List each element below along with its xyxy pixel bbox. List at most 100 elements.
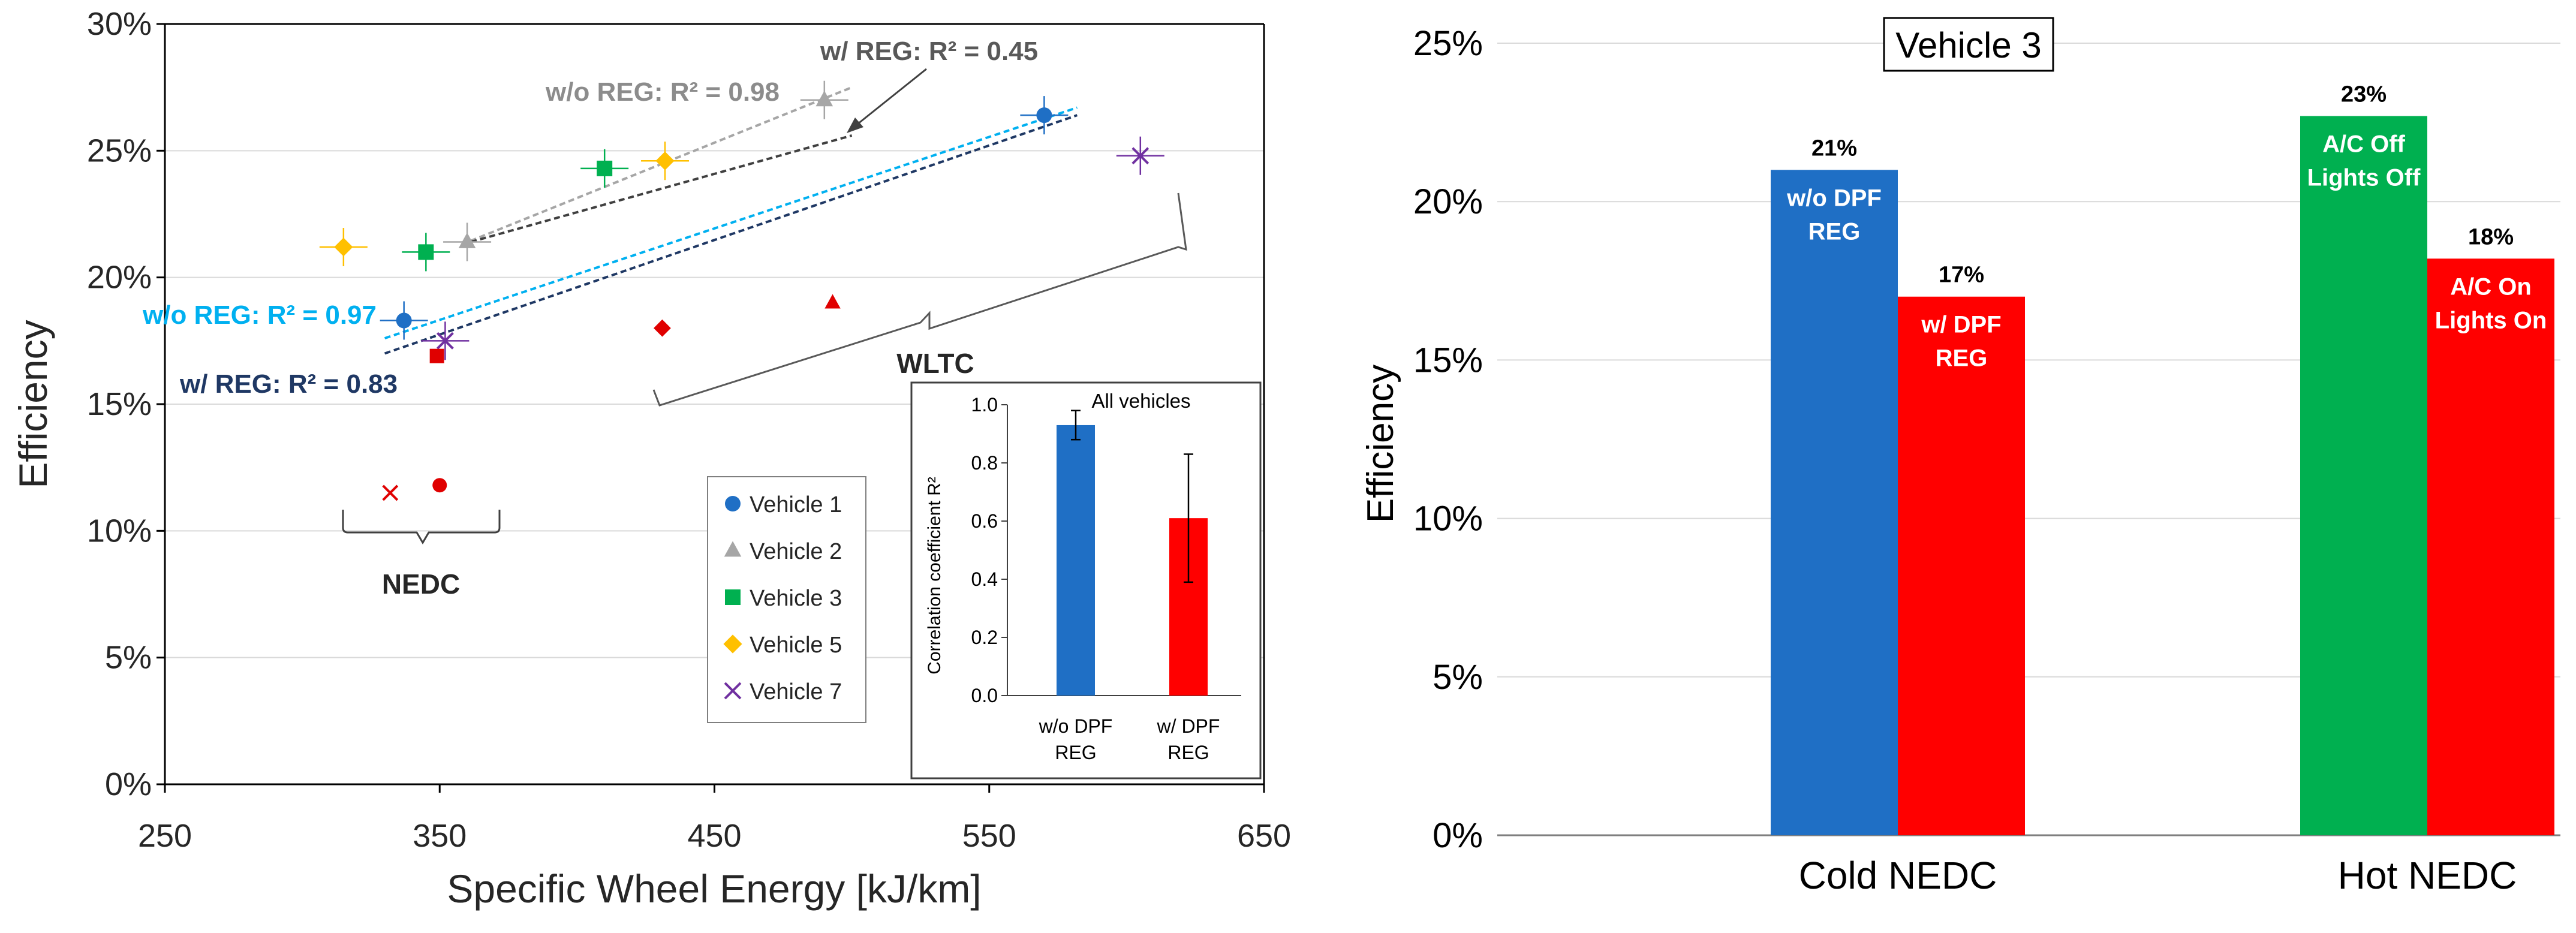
legend-marker [724,682,742,700]
inset-y-tick-label: 0.0 [971,685,998,706]
trendline [461,86,853,246]
trend-label-wo-reg-blue: w/o REG: R² = 0.97 [142,300,377,330]
chart-title-box: Vehicle 3 [1883,17,2054,72]
inset-y-tick-label: 0.4 [971,568,998,590]
data-point-vehicle-7 [1131,147,1149,165]
left-y-axis-title: Efficiency [11,320,55,488]
highlighted-point [824,294,841,309]
inset-y-tick-label: 0.8 [971,452,998,474]
legend-label: Vehicle 3 [750,586,842,611]
data-point-vehicle-1 [1036,107,1052,124]
bar-value-label: 17% [1939,263,1984,288]
data-point-vehicle-2 [458,232,476,248]
left-y-tick-label: 0% [105,766,152,802]
left-y-tick-label: 30% [87,6,152,42]
data-point-vehicle-3 [597,160,613,176]
trend-label-w-reg-dark: w/ REG: R² = 0.45 [820,37,1038,66]
inset-y-tick-label: 0.2 [971,627,998,648]
legend-label: Vehicle 2 [750,539,842,564]
highlighted-point [432,478,447,493]
bar-value-label: 23% [2341,82,2387,107]
left-x-tick-label: 450 [687,818,741,854]
legend-marker [725,496,741,511]
highlighted-point-stroke-b [382,484,399,501]
right-y-tick-label: 15% [1413,341,1483,380]
wltc-annotation: WLTC [896,348,974,379]
right-bar [1771,170,1898,835]
left-y-tick-label: 10% [87,513,152,549]
highlighted-point [654,319,671,337]
vehicle3-bar-chart: 0% 5% 10% 15% 20% 25% Efficiency 21% w/o DPF RE… [1360,17,2560,897]
right-y-tick-label: 5% [1433,658,1483,697]
highlighted-point [429,348,444,363]
bar-inner-label: REG [1936,345,1988,372]
inset-y-tick-label: 0.6 [971,510,998,532]
nedc-annotation: NEDC [382,568,460,600]
bar-inner-label: Lights Off [2307,165,2421,191]
right-y-tick-label: 0% [1433,816,1483,855]
right-bar [1898,296,2025,836]
callout-arrow [847,68,927,133]
data-point-vehicle-5 [655,151,675,170]
left-x-tick-label: 350 [413,818,467,854]
left-y-ticks: 0% 5% 10% 15% 20% 25% 30% [87,6,165,802]
legend-label: Vehicle 7 [750,679,842,705]
bar-value-label: 18% [2468,224,2514,249]
legend-label: Vehicle 5 [750,633,842,658]
right-y-axis-title: Efficiency [1360,365,1401,523]
left-y-tick-label: 25% [87,133,152,168]
left-x-tick-label: 250 [138,818,192,854]
inset-y-tick-label: 1.0 [971,394,998,416]
left-y-tick-label: 15% [87,386,152,422]
trendlines [384,86,1078,355]
inset-title: All vehicles [1091,390,1190,412]
legend-marker [724,541,742,557]
right-categories: Cold NEDC Hot NEDC [1799,854,2517,897]
data-point-vehicle-3 [418,244,434,260]
legend-marker [725,589,741,605]
right-y-ticks: 0% 5% 10% 15% 20% 25% [1413,24,1483,855]
category-label: Hot NEDC [2338,854,2517,897]
left-x-tick-label: 650 [1237,818,1291,854]
inset-x-label: w/ DPF [1157,715,1220,737]
left-x-tick-label: 550 [962,818,1016,854]
inset-x-label: REG [1167,742,1209,763]
legend-label: Vehicle 1 [750,492,842,517]
inset-chart: All vehicles Correlation coefficient R² … [910,381,1262,779]
inset-y-ticks: 0.0 0.2 0.4 0.6 0.8 1.0 [971,394,1007,706]
data-point-vehicle-7-stroke-b [1131,147,1149,165]
right-y-tick-label: 20% [1413,182,1483,221]
scatter-points [319,80,1164,501]
bar-inner-label: A/C On [2450,273,2532,300]
left-x-axis-title: Specific Wheel Energy [kJ/km] [447,866,981,911]
bar-inner-label: w/ DPF [1921,312,2001,338]
trendline [384,106,1078,340]
bar-value-label: 21% [1811,136,1857,161]
right-y-tick-label: 10% [1413,499,1483,538]
nedc-brace [342,510,501,544]
inset-x-labels: w/o DPF REG w/ DPF REG [1039,715,1220,763]
trendline [461,134,853,246]
right-y-tick-label: 25% [1413,24,1483,63]
legend-marker-stroke-b [724,682,742,700]
legend-marker [723,634,742,654]
right-bar [2427,258,2554,835]
inset-bars [1057,410,1208,696]
trend-label-w-reg-navy: w/ REG: R² = 0.83 [179,369,398,399]
inset-y-axis-title: Correlation coefficient R² [925,477,944,675]
bar-inner-label: A/C Off [2322,131,2405,158]
right-bar [2300,116,2427,836]
data-point-vehicle-5 [334,237,353,257]
bar-inner-label: w/o DPF [1786,185,1882,211]
inset-x-label: w/o DPF [1039,715,1113,737]
trend-label-wo-reg-gray: w/o REG: R² = 0.98 [545,77,780,107]
left-x-ticks: 250 350 450 550 650 [138,784,1291,854]
trendline [384,114,1078,355]
data-point-vehicle-7 [437,332,454,350]
bar-inner-label: REG [1808,218,1861,245]
data-point-vehicle-2 [815,91,833,107]
data-point-vehicle-7-stroke-b [437,332,454,350]
highlighted-point [382,484,399,501]
